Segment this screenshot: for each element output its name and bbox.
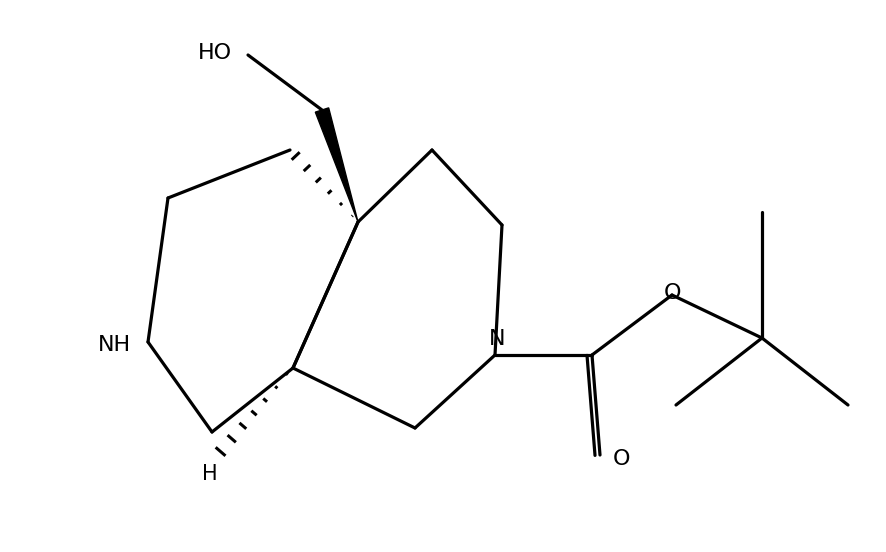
Text: N: N xyxy=(489,329,505,349)
Polygon shape xyxy=(315,108,358,222)
Text: H: H xyxy=(202,464,218,484)
Text: NH: NH xyxy=(97,335,130,355)
Text: O: O xyxy=(613,449,631,469)
Text: O: O xyxy=(664,283,681,303)
Text: HO: HO xyxy=(198,43,232,63)
